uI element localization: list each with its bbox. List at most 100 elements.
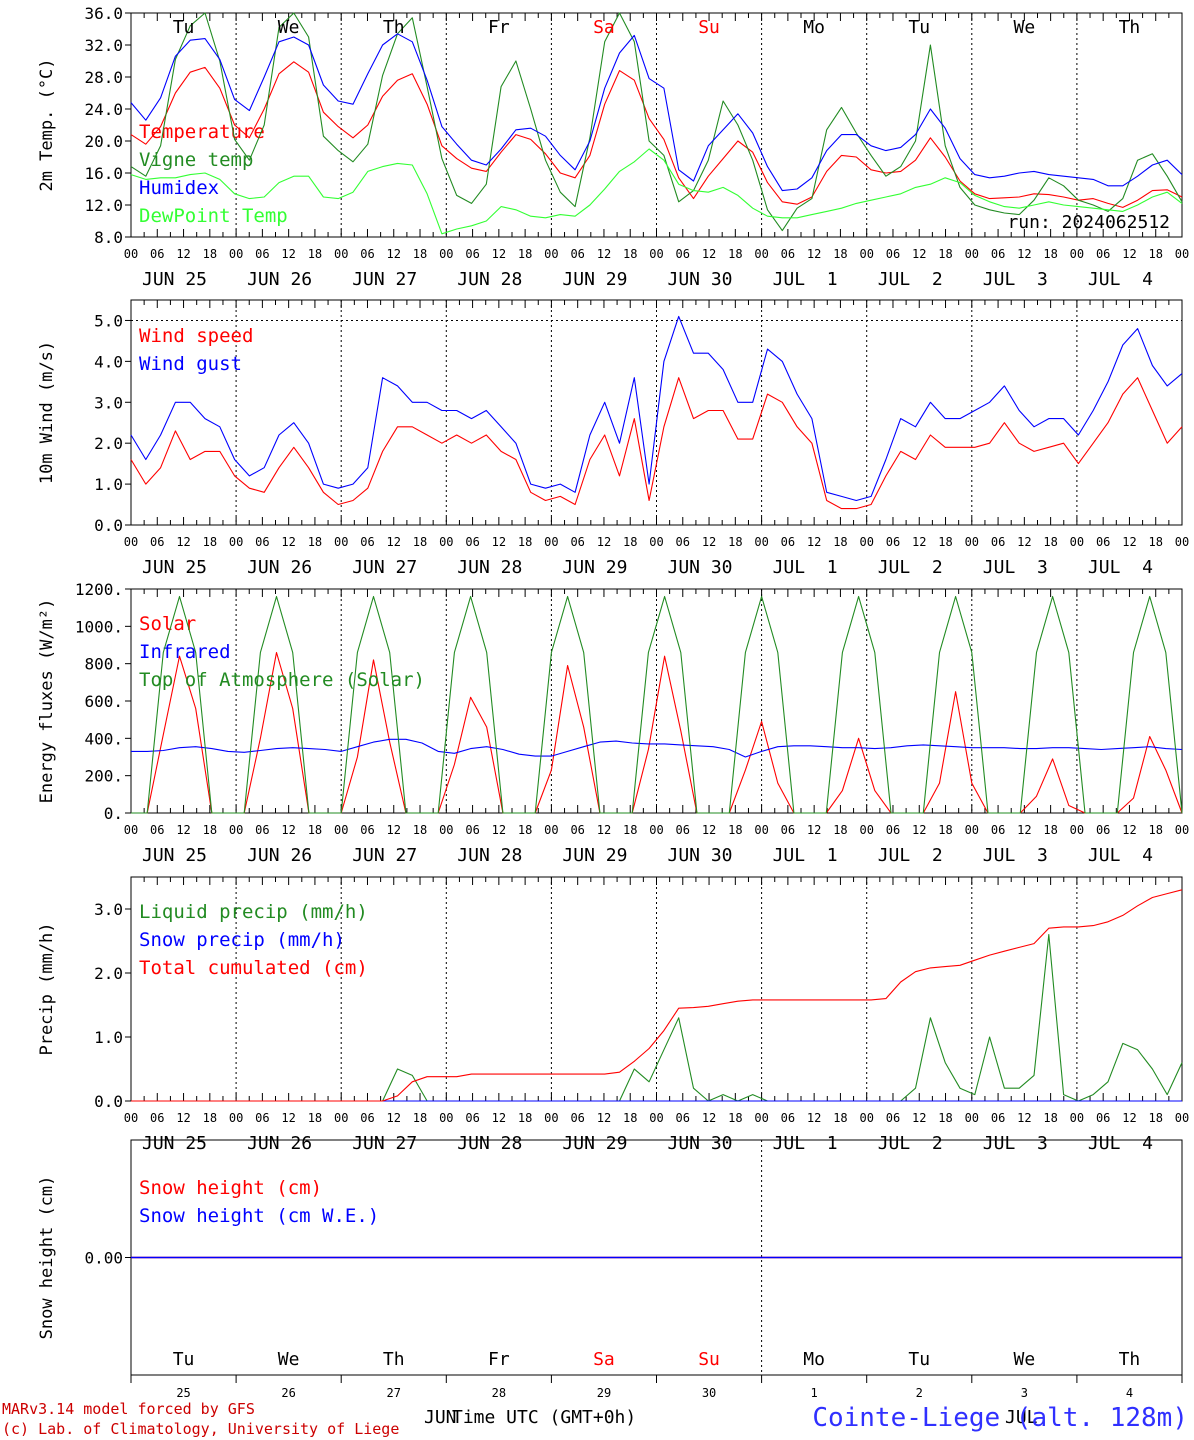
y-tick-label: 600.	[84, 692, 123, 711]
legend-entry: Snow height (cm)	[139, 1177, 322, 1199]
x-hour-label: 06	[781, 1111, 795, 1125]
x-hour-label: 06	[1096, 1111, 1110, 1125]
x-date-label: JUN 29	[562, 845, 627, 866]
x-hour-label: 12	[1122, 823, 1136, 837]
day-number-label: 27	[387, 1386, 401, 1400]
x-date-label: JUN 27	[352, 845, 417, 866]
x-date-label: JUL 4	[1088, 1133, 1153, 1154]
y-tick-label: 24.0	[84, 100, 123, 119]
day-number-label: 25	[176, 1386, 190, 1400]
x-hour-label: 18	[623, 535, 637, 549]
y-tick-label: 1.0	[94, 475, 123, 494]
x-hour-label: 06	[781, 823, 795, 837]
y-axis-label: 10m Wind (m/s)	[37, 341, 57, 484]
panel-1: 8.0 12.0 16.0 20.0 24.0 28.0 32.0 36.0 2m Temp. …	[37, 4, 1189, 290]
x-hour-label: 12	[176, 247, 190, 261]
x-hour-label: 18	[413, 823, 427, 837]
x-hour-label: 00	[334, 1111, 348, 1125]
x-hour-label: 00	[965, 247, 979, 261]
x-hour-label: 06	[1096, 247, 1110, 261]
x-hour-label: 00	[544, 535, 558, 549]
x-hour-label: 12	[1122, 1111, 1136, 1125]
y-tick-label: 32.0	[84, 36, 123, 55]
x-hour-label: 12	[597, 247, 611, 261]
x-hour-label: 18	[1148, 535, 1162, 549]
y-tick-label: 200.	[84, 767, 123, 786]
x-hour-label: 00	[754, 535, 768, 549]
x-hour-label: 18	[938, 535, 952, 549]
weekday-label: Tu	[908, 17, 930, 38]
legend-entry: Temperature	[139, 121, 265, 143]
x-hour-label: 00	[334, 247, 348, 261]
x-date-label: JUL 4	[1088, 557, 1153, 578]
x-date-label: JUL 3	[983, 269, 1048, 290]
x-hour-label: 18	[518, 535, 532, 549]
x-hour-label: 06	[991, 247, 1005, 261]
x-date-label: JUN 30	[668, 269, 733, 290]
x-date-label: JUN 30	[668, 1133, 733, 1154]
x-hour-label: 12	[387, 535, 401, 549]
x-date-label: JUN 30	[668, 557, 733, 578]
x-hour-label: 06	[886, 247, 900, 261]
y-tick-label: 20.0	[84, 132, 123, 151]
y-tick-label: 800.	[84, 655, 123, 674]
x-date-label: JUN 29	[562, 1133, 627, 1154]
series-line-1-1	[130, 61, 1183, 208]
x-date-label: JUN 26	[247, 845, 312, 866]
x-hour-label: 18	[833, 535, 847, 549]
legend-entry: Wind gust	[139, 353, 242, 375]
x-hour-label: 06	[781, 535, 795, 549]
x-hour-label: 18	[518, 1111, 532, 1125]
x-hour-label: 18	[413, 247, 427, 261]
x-hour-label: 12	[1017, 823, 1031, 837]
x-hour-label: 06	[886, 535, 900, 549]
x-date-label: JUN 28	[457, 269, 522, 290]
x-date-label: JUN 28	[457, 557, 522, 578]
x-hour-label: 06	[781, 247, 795, 261]
x-date-label: JUN 28	[457, 845, 522, 866]
x-hour-label: 12	[702, 823, 716, 837]
x-hour-label: 00	[544, 247, 558, 261]
x-hour-label: 00	[859, 247, 873, 261]
legend-entry: Snow precip (mm/h)	[139, 929, 345, 951]
series-line-2-1	[130, 377, 1183, 510]
weekday-label: Tu	[173, 1349, 195, 1370]
x-hour-label: 00	[649, 823, 663, 837]
x-hour-label: 12	[176, 535, 190, 549]
x-hour-label: 00	[544, 823, 558, 837]
y-tick-label: 12.0	[84, 196, 123, 215]
day-number-label: 3	[1021, 1386, 1028, 1400]
series-line-1-2	[130, 12, 1183, 232]
series-line-2-2	[130, 315, 1183, 502]
x-date-label: JUL 2	[878, 845, 943, 866]
x-date-label: JUN 29	[562, 557, 627, 578]
x-hour-label: 00	[544, 1111, 558, 1125]
x-hour-label: 18	[938, 1111, 952, 1125]
x-hour-label: 18	[203, 1111, 217, 1125]
x-hour-label: 00	[229, 823, 243, 837]
weekday-label: Tu	[908, 1349, 930, 1370]
x-hour-label: 06	[360, 535, 374, 549]
x-hour-label: 12	[702, 247, 716, 261]
series-line-1-3	[130, 33, 1183, 192]
x-hour-label: 12	[912, 823, 926, 837]
x-hour-label: 06	[150, 247, 164, 261]
weekday-label: We	[278, 17, 300, 38]
x-date-label: JUL 4	[1088, 845, 1153, 866]
x-hour-label: 12	[702, 535, 716, 549]
x-hour-label: 12	[912, 535, 926, 549]
legend-entry: DewPoint Temp	[139, 205, 288, 227]
x-hour-label: 00	[229, 247, 243, 261]
legend-entry: Infrared	[139, 641, 231, 663]
panel-4: 0.0 1.0 2.0 3.0 Precip (mm/h) Liquid precip (…	[37, 876, 1189, 1154]
x-hour-label: 06	[150, 535, 164, 549]
x-hour-label: 18	[728, 1111, 742, 1125]
series-line-3-2	[131, 738, 1183, 758]
day-number-label: 29	[597, 1386, 611, 1400]
x-hour-label: 18	[1148, 823, 1162, 837]
x-hour-label: 12	[702, 1111, 716, 1125]
y-tick-label: 16.0	[84, 164, 123, 183]
y-axis-label: Precip (mm/h)	[37, 922, 57, 1055]
x-date-label: JUN 25	[142, 1133, 207, 1154]
legend-entry: Vigne temp	[139, 149, 253, 171]
